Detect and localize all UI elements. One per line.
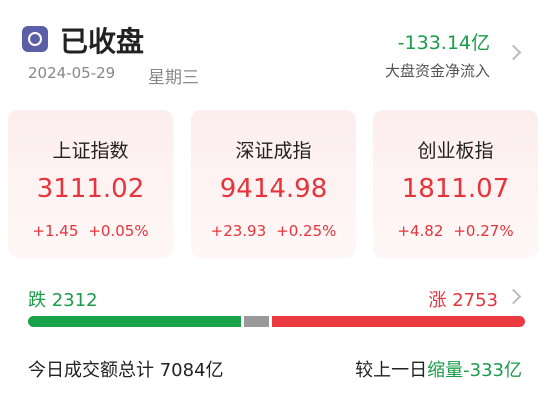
net-flow[interactable]: -133.14亿 [397,32,490,54]
rise-label: 涨 [428,290,447,311]
change-pct: +0.05% [88,222,149,240]
rise-bar [272,316,525,327]
change-amount: -333亿 [463,360,522,381]
index-card[interactable]: 深证成指 9414.98 +23.93 +0.25% [191,110,356,258]
turnover-label: 今日成交额总计 [28,360,154,381]
fall[interactable]: 跌 2312 [28,286,98,312]
fall-bar [28,316,241,327]
index-name: 深证成指 [235,140,312,162]
change: +4.82 [397,222,444,240]
chevron[interactable] [505,44,522,61]
change: +1.45 [32,222,79,240]
weekday: 星期三 [148,68,199,88]
rise-count: 2753 [452,290,498,311]
turnover: 今日成交额总计 7084亿 [28,356,224,382]
index-name: 上证指数 [52,140,129,162]
change-pct: +0.25% [276,222,337,240]
index-card[interactable]: 创业板指 1811.07 +4.82 +0.27% [373,110,538,258]
chevron[interactable] [505,288,522,305]
change-label: 缩量 [427,360,464,381]
change: +23.93 [210,222,267,240]
turnover-compare: 较上一日缩量-333亿 [355,356,522,382]
index-change: +4.82 +0.27% [373,222,538,240]
index-change: +23.93 +0.25% [191,222,356,240]
index-name: 创业板指 [417,140,494,162]
net-flow-label[interactable]: 大盘资金净流入 [384,62,490,80]
breadth-bar [28,316,525,327]
date: 2024-05-29 [28,64,116,82]
status: 已收盘 [60,25,145,58]
index-card[interactable]: 上证指数 3111.02 +1.45 +0.05% [8,110,173,258]
status-icon [22,26,48,52]
index-value: 3111.02 [36,174,145,204]
change-pct: +0.27% [453,222,514,240]
fall-label: 跌 [28,290,46,311]
index-value: 1811.07 [401,174,510,204]
index-change: +1.45 +0.05% [8,222,173,240]
index-value: 9414.98 [219,174,328,204]
fall-count: 2312 [51,290,98,311]
turnover-amount: 7084亿 [159,360,224,381]
flat-bar [244,316,269,327]
rise[interactable]: 涨 2753 [428,286,498,312]
compare-label: 较上一日 [355,360,428,381]
